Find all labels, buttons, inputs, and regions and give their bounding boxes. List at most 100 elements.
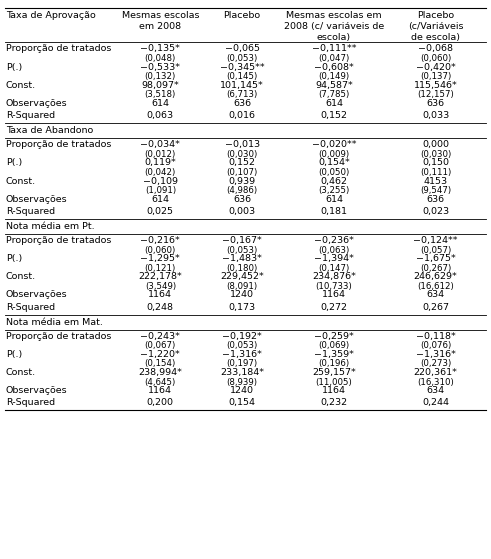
Text: (3,255): (3,255) [318,186,350,195]
Text: Const.: Const. [6,368,36,377]
Text: 0,272: 0,272 [321,302,348,311]
Text: (9,547): (9,547) [420,186,451,195]
Text: −0,216*: −0,216* [140,236,180,245]
Text: −1,220*: −1,220* [140,350,180,359]
Text: (0,137): (0,137) [420,72,451,81]
Text: 634: 634 [427,386,445,395]
Text: (0,121): (0,121) [145,264,176,273]
Text: 259,157*: 259,157* [312,368,356,377]
Text: 0,939: 0,939 [229,177,256,186]
Text: Const.: Const. [6,80,36,89]
Text: (0,060): (0,060) [145,245,176,254]
Text: Placebo: Placebo [223,11,261,20]
Text: 0,152: 0,152 [229,158,256,168]
Text: (0,047): (0,047) [318,54,350,63]
Text: Proporção de tratados: Proporção de tratados [6,45,111,54]
Text: 0,248: 0,248 [147,302,174,311]
Text: −0,167*: −0,167* [222,236,262,245]
Text: 0,462: 0,462 [321,177,348,186]
Text: 0,267: 0,267 [422,302,449,311]
Text: (0,009): (0,009) [319,150,350,159]
Text: Const.: Const. [6,177,36,186]
Text: (4,645): (4,645) [145,377,176,387]
Text: (0,132): (0,132) [145,72,176,81]
Text: Observações: Observações [6,195,67,203]
Text: (0,111): (0,111) [420,168,451,177]
Text: 0,150: 0,150 [422,158,449,168]
Text: (0,196): (0,196) [319,359,350,368]
Text: 0,025: 0,025 [147,207,174,216]
Text: −0,135*: −0,135* [140,45,180,54]
Text: (10,733): (10,733) [316,282,353,291]
Text: 0,173: 0,173 [229,302,256,311]
Text: P(.): P(.) [6,254,22,263]
Text: (0,057): (0,057) [420,245,451,254]
Text: −0,065: −0,065 [224,45,260,54]
Text: 614: 614 [325,99,343,108]
Text: −1,359*: −1,359* [314,350,354,359]
Text: Const.: Const. [6,272,36,281]
Text: 1240: 1240 [230,386,254,395]
Text: P(.): P(.) [6,63,22,72]
Text: −0,243*: −0,243* [140,332,180,341]
Text: (0,273): (0,273) [420,359,451,368]
Text: (0,030): (0,030) [420,150,451,159]
Text: Observações: Observações [6,99,67,108]
Text: (3,549): (3,549) [145,282,176,291]
Text: −1,316*: −1,316* [415,350,456,359]
Text: (0,149): (0,149) [319,72,350,81]
Text: P(.): P(.) [6,158,22,168]
Text: 222,178*: 222,178* [138,272,182,281]
Text: −0,236*: −0,236* [314,236,354,245]
Text: 614: 614 [151,195,169,203]
Text: 234,876*: 234,876* [312,272,356,281]
Text: 94,587*: 94,587* [315,80,353,89]
Text: 614: 614 [325,195,343,203]
Text: 1164: 1164 [148,386,172,395]
Text: 246,629*: 246,629* [414,272,458,281]
Text: P(.): P(.) [6,350,22,359]
Text: 0,181: 0,181 [321,207,348,216]
Text: 636: 636 [427,195,445,203]
Text: 220,361*: 220,361* [413,368,458,377]
Text: −0,109: −0,109 [143,177,178,186]
Text: 0,152: 0,152 [321,111,348,120]
Text: (0,154): (0,154) [145,359,176,368]
Text: 0,200: 0,200 [147,399,174,408]
Text: 1240: 1240 [230,291,254,300]
Text: (16,310): (16,310) [417,377,454,387]
Text: (4,986): (4,986) [226,186,258,195]
Text: −0,345**: −0,345** [220,63,265,72]
Text: (0,067): (0,067) [145,342,176,350]
Text: (0,012): (0,012) [145,150,176,159]
Text: 0,033: 0,033 [422,111,449,120]
Text: −0,608*: −0,608* [314,63,354,72]
Text: Nota média em Pt.: Nota média em Pt. [6,222,94,231]
Text: (0,069): (0,069) [319,342,350,350]
Text: 1164: 1164 [322,291,346,300]
Text: 233,184*: 233,184* [220,368,264,377]
Text: (0,053): (0,053) [226,54,258,63]
Text: (8,091): (8,091) [226,282,258,291]
Text: (0,147): (0,147) [318,264,350,273]
Text: (0,042): (0,042) [145,168,176,177]
Text: R-Squared: R-Squared [6,207,55,216]
Text: (3,518): (3,518) [145,90,176,99]
Text: −1,295*: −1,295* [140,254,180,263]
Text: −0,111**: −0,111** [312,45,356,54]
Text: (0,050): (0,050) [318,168,350,177]
Text: 0,154*: 0,154* [318,158,350,168]
Text: 1164: 1164 [148,291,172,300]
Text: 636: 636 [233,99,251,108]
Text: Proporção de tratados: Proporção de tratados [6,236,111,245]
Text: 0,023: 0,023 [422,207,449,216]
Text: −0,192*: −0,192* [222,332,262,341]
Text: −0,020**: −0,020** [312,140,356,149]
Text: (1,091): (1,091) [145,186,176,195]
Text: 98,097*: 98,097* [141,80,179,89]
Text: R-Squared: R-Squared [6,111,55,120]
Text: 0,003: 0,003 [229,207,256,216]
Text: (0,030): (0,030) [226,150,258,159]
Text: Mesmas escolas
em 2008: Mesmas escolas em 2008 [122,11,199,31]
Text: −0,034*: −0,034* [140,140,180,149]
